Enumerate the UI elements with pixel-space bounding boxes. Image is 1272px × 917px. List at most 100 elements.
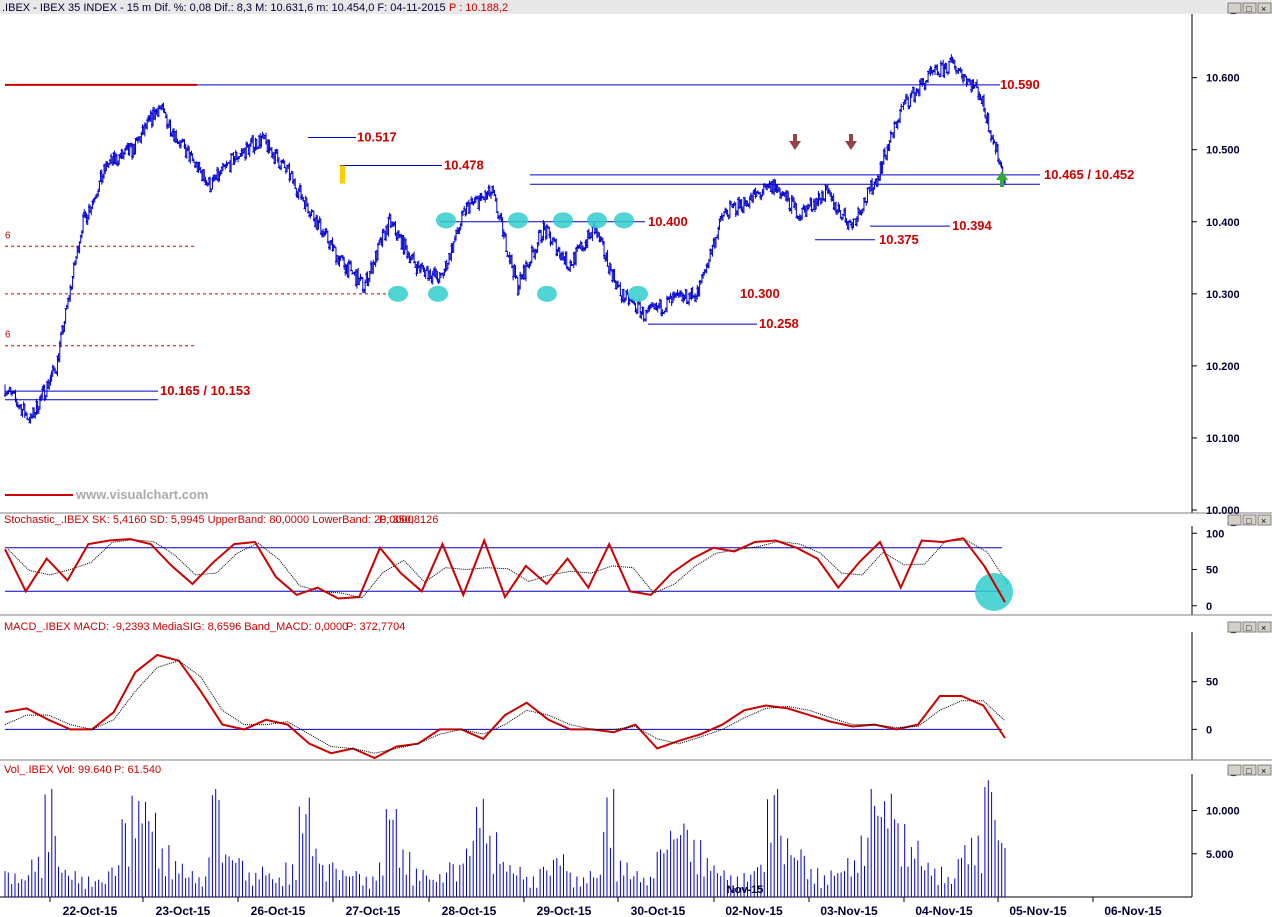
level-10-375: 10.375 — [815, 232, 919, 247]
window-button-face — [1227, 2, 1242, 14]
level-label: 10.478 — [444, 158, 484, 173]
x-tick-label: 29-Oct-15 — [537, 904, 592, 917]
watermark-text: www.visualchart.com — [75, 487, 208, 502]
up-arrow-icon — [996, 171, 1008, 187]
vol-header-extra: P: 61.540 — [114, 764, 161, 776]
window-button-face — [1227, 621, 1242, 633]
price-y-tick-label: 10.500 — [1206, 145, 1240, 157]
minimize-icon: _ — [1230, 516, 1237, 526]
price-panel-frame — [0, 0, 1192, 513]
window-close-button[interactable]: × — [1257, 514, 1272, 526]
price-y-tick-label: 10.000 — [1206, 505, 1240, 517]
price-y-tick-label: 10.100 — [1206, 433, 1240, 445]
x-tick-label: 23-Oct-15 — [156, 904, 211, 917]
level-10-165---10-153: 10.165 / 10.153 — [5, 383, 250, 401]
marker-box — [340, 165, 345, 184]
support-highlight — [428, 285, 448, 302]
price-y-tick-label: 10.300 — [1206, 289, 1240, 301]
macd-line — [4, 653, 1006, 760]
window-button-face — [1257, 514, 1272, 526]
vol-y-tick-label: 10.000 — [1206, 806, 1240, 818]
stoch-y-tick-label: 0 — [1206, 601, 1212, 613]
left-edge-mark: 6 — [5, 330, 11, 341]
window-button-face — [1242, 621, 1257, 633]
level-label: 10.590 — [1000, 77, 1040, 92]
close-icon: × — [1261, 623, 1266, 633]
vol-header-main: Vol_.IBEX Vol: 99.640 — [4, 764, 112, 776]
price-header-extra: P : 10.188,2 — [449, 2, 508, 14]
macd-signal-line — [4, 660, 1006, 754]
maximize-icon: □ — [1246, 516, 1252, 526]
level-10-517: 10.517 — [308, 129, 397, 144]
macd-y-tick-label: 0 — [1206, 724, 1212, 736]
oversold-highlight — [975, 573, 1013, 611]
close-icon: × — [1261, 4, 1266, 14]
window-minimize-button[interactable]: _ — [1227, 514, 1242, 526]
level-label: 10.375 — [879, 232, 919, 247]
level-label: 10.400 — [648, 214, 688, 229]
left-edge-mark: 6 — [5, 230, 11, 241]
down-arrow-icon — [789, 134, 801, 150]
support-highlight — [537, 285, 557, 302]
price-header-main: .IBEX - IBEX 35 INDEX - 15 m Dif. %: 0,0… — [2, 2, 446, 14]
window-button-face — [1242, 764, 1257, 776]
stoch-y-tick-label: 100 — [1206, 528, 1224, 540]
x-tick-label: 04-Nov-15 — [915, 904, 973, 917]
down-arrow-icon — [845, 134, 857, 150]
window-minimize-button[interactable]: _ — [1227, 764, 1242, 776]
price-layer — [4, 54, 1006, 424]
level-label: 10.258 — [759, 316, 799, 331]
window-button-face — [1257, 764, 1272, 776]
close-icon: × — [1261, 516, 1266, 526]
window-close-button[interactable]: × — [1257, 2, 1272, 14]
minimize-icon: _ — [1230, 766, 1237, 776]
support-highlight — [553, 212, 573, 229]
window-close-button[interactable]: × — [1257, 621, 1272, 633]
vol-y-tick-label: 5.000 — [1206, 849, 1234, 861]
macd-header-main: MACD_.IBEX MACD: -9,2393 MediaSIG: 8,659… — [4, 621, 348, 633]
window-minimize-button[interactable]: _ — [1227, 2, 1242, 14]
maximize-icon: □ — [1246, 4, 1252, 14]
maximize-icon: □ — [1246, 766, 1252, 776]
window-button-face — [1257, 2, 1272, 14]
window-minimize-button[interactable]: _ — [1227, 621, 1242, 633]
stoch-header-bar — [0, 514, 1272, 526]
level-label: 10.465 / 10.452 — [1044, 167, 1134, 182]
stoch-sk-last — [983, 565, 1006, 603]
levels-layer: 10.590 10.517 10.478 10.465 / 10.452 10.400 1… — [5, 77, 1134, 401]
minimize-icon: _ — [1230, 623, 1237, 633]
window-maximize-button[interactable]: □ — [1242, 2, 1257, 14]
x-tick-label: 06-Nov-15 — [1104, 904, 1162, 917]
support-highlight — [436, 212, 456, 229]
level-10-258: 10.258 — [648, 316, 799, 331]
stoch-sd-line — [7, 539, 1009, 599]
macd-y-tick-label: 50 — [1206, 677, 1218, 689]
level-label: 10.165 / 10.153 — [160, 383, 250, 398]
x-tick-label: 26-Oct-15 — [251, 904, 306, 917]
x-tick-label: 03-Nov-15 — [820, 904, 878, 917]
window-maximize-button[interactable]: □ — [1242, 764, 1257, 776]
x-tick-label: 28-Oct-15 — [442, 904, 497, 917]
close-icon: × — [1261, 766, 1266, 776]
level-label: 10.517 — [357, 129, 397, 144]
macd-header-extra: P: 372,7704 — [346, 621, 405, 633]
price-header-bar — [0, 0, 1272, 14]
x-tick-label: 27-Oct-15 — [346, 904, 401, 917]
window-close-button[interactable]: × — [1257, 764, 1272, 776]
price-y-tick-label: 10.200 — [1206, 361, 1240, 373]
price-y-tick-label: 10.400 — [1206, 217, 1240, 229]
window-button-face — [1227, 514, 1242, 526]
window-maximize-button[interactable]: □ — [1242, 514, 1257, 526]
stoch-layer — [4, 537, 1013, 611]
stoch-header-extra: P: 350,8126 — [379, 514, 438, 526]
level-label: 10.394 — [952, 218, 993, 233]
x-tick-label: 22-Oct-15 — [63, 904, 118, 917]
level-10-394: 10.394 — [870, 218, 993, 233]
level-10-465---10-452: 10.465 / 10.452 — [530, 167, 1134, 185]
level-10-590: 10.590 — [5, 77, 1040, 92]
window-button-face — [1257, 621, 1272, 633]
stoch-header-main: Stochastic_.IBEX SK: 5,4160 SD: 5,9945 U… — [4, 514, 414, 526]
window-maximize-button[interactable]: □ — [1242, 621, 1257, 633]
level-10-478: 10.478 — [340, 158, 484, 173]
vol-layer — [4, 780, 1006, 897]
